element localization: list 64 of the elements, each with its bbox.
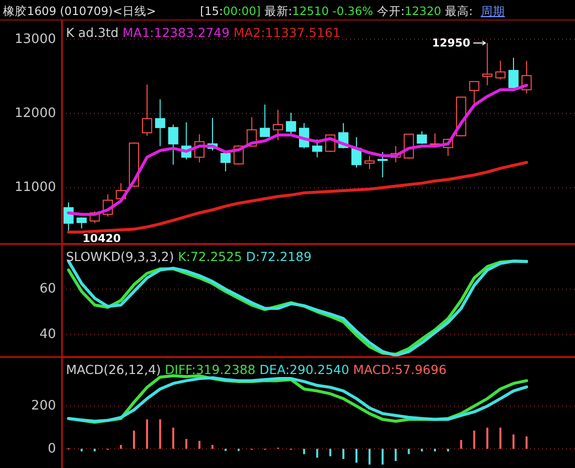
bar xyxy=(316,448,318,458)
candlestick xyxy=(155,98,166,147)
candlestick xyxy=(286,112,296,134)
y-tick-label: 13000 xyxy=(14,32,56,47)
text: [15:00:00] 最新:12510 -0.36% 今开:12320 最高: xyxy=(200,4,473,18)
bar xyxy=(420,448,423,452)
bar xyxy=(211,444,214,449)
y-tick-label: 200 xyxy=(31,398,56,414)
candlestick xyxy=(168,124,178,166)
legend-title: SLOWKD(9,3,3,2) xyxy=(66,248,178,264)
candlestick xyxy=(508,57,519,89)
bar xyxy=(120,444,122,449)
bar xyxy=(512,434,514,449)
candlestick xyxy=(260,104,270,137)
legend-title: K ad.3td xyxy=(66,24,123,40)
chart-title: 橡胶1609 (010709)<日线> xyxy=(3,4,156,18)
text: MA2:11337.5161 xyxy=(234,24,341,40)
bar xyxy=(94,448,96,452)
bar xyxy=(342,448,344,460)
bar xyxy=(355,448,358,463)
text: 周期 xyxy=(480,4,505,18)
y-tick-label: 12000 xyxy=(14,106,56,121)
bar xyxy=(499,428,502,449)
candlestick xyxy=(272,109,284,141)
candlestick xyxy=(364,155,375,170)
bar xyxy=(132,430,135,449)
y-tick-label: 60 xyxy=(39,282,56,297)
bar xyxy=(408,448,410,454)
candlestick xyxy=(469,81,480,106)
bar xyxy=(434,448,436,452)
candlestick xyxy=(378,152,388,178)
bar xyxy=(460,440,462,449)
bar xyxy=(394,448,397,461)
bar xyxy=(198,440,200,449)
candlestick xyxy=(142,84,152,136)
candlestick xyxy=(495,60,506,80)
bar xyxy=(329,448,332,456)
series-label: DIFF:319.2388 xyxy=(164,362,260,376)
y-tick-label: 0 xyxy=(48,441,56,456)
bar xyxy=(368,448,371,465)
bar xyxy=(159,419,162,449)
candlestick xyxy=(312,138,322,158)
y-tick-label: 40 xyxy=(39,326,56,342)
text: D:72.2189 xyxy=(246,248,312,264)
bar xyxy=(382,448,384,465)
bar xyxy=(473,430,476,449)
bar xyxy=(303,448,306,454)
candlestick xyxy=(482,42,492,86)
series-label: DEA:290.2540 xyxy=(259,362,354,376)
bar xyxy=(172,428,174,449)
text: MA1:12383.2749 xyxy=(122,24,234,40)
bar xyxy=(80,448,83,452)
text: MACD:57.9696 xyxy=(353,362,447,376)
legend-title: MACD(26,12,4) xyxy=(66,362,165,376)
annotation: 12950 xyxy=(432,36,471,50)
series-label: K:72.2525 xyxy=(178,248,246,264)
y-tick-label: 11000 xyxy=(14,180,56,196)
bar xyxy=(146,419,148,449)
bar xyxy=(185,438,188,449)
bar xyxy=(447,448,450,452)
annotation: 10420 xyxy=(82,232,122,246)
candlestick xyxy=(416,130,427,144)
bar xyxy=(526,436,528,449)
bar xyxy=(486,428,488,449)
